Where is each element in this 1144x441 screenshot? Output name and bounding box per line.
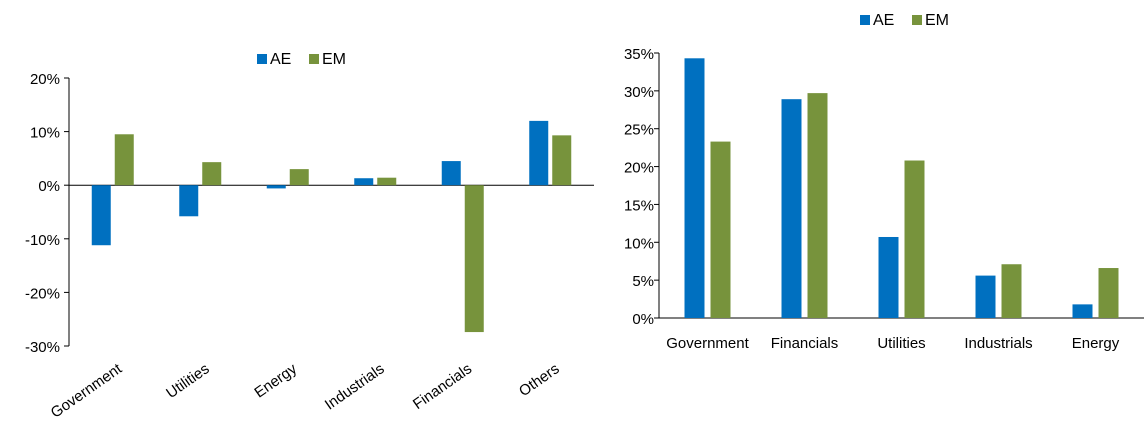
y-tick-label: 10% [624, 235, 654, 252]
bar-ae-energy [1072, 304, 1093, 318]
legend-swatch-em [309, 54, 319, 64]
legend-label-ae: AE [270, 51, 291, 68]
x-category-label: Government [48, 360, 126, 422]
bar-ae-utilities [878, 236, 899, 318]
bar-ae-utilities [179, 185, 199, 217]
bar-em-government [114, 134, 134, 186]
x-category-label: Others [516, 360, 563, 400]
y-tick-label: 25% [624, 122, 654, 139]
legend-swatch-ae [860, 15, 870, 25]
legend-label-ae: AE [873, 12, 894, 29]
x-category-label: Industrials [964, 335, 1032, 352]
x-category-label: Utilities [163, 360, 212, 402]
bar-em-financials [807, 93, 828, 318]
bar-ae-industrials [975, 275, 996, 318]
legend-swatch-em [912, 15, 922, 25]
bar-em-energy [1098, 268, 1119, 318]
bar-em-utilities [202, 162, 222, 186]
y-tick-label: 0% [38, 178, 60, 195]
bar-em-energy [289, 169, 309, 186]
y-tick-label: 20% [624, 160, 654, 177]
x-category-label: Government [666, 335, 749, 352]
legend-label-em: EM [322, 51, 346, 68]
bar-ae-government [684, 58, 705, 319]
bar-em-utilities [904, 160, 925, 318]
y-tick-label: 20% [30, 71, 60, 88]
x-category-label: Energy [251, 360, 300, 401]
bar-ae-others [529, 120, 549, 186]
y-tick-label: 0% [632, 311, 654, 328]
y-tick-label: 15% [624, 197, 654, 214]
x-category-label: Industrials [322, 360, 388, 413]
bar-em-financials [464, 185, 484, 333]
chart-sector-change: 20% 10% 0% -10% -20% -30% Government Utilities E… [25, 51, 594, 422]
y-tick-label: 35% [624, 46, 654, 63]
y-tick-label: -20% [25, 285, 60, 302]
x-category-label: Financials [410, 360, 475, 413]
y-tick-label: -10% [25, 232, 60, 249]
y-tick-label: -30% [25, 339, 60, 356]
x-category-label: Financials [771, 335, 839, 352]
chart-sector-share: 35% 30% 25% 20% 15% 10% 5% 0% Government Financia… [624, 12, 1144, 352]
bar-ae-government [91, 185, 111, 246]
x-category-label: Energy [1072, 335, 1120, 352]
x-category-label: Utilities [877, 335, 925, 352]
bar-em-government [710, 141, 731, 318]
y-tick-label: 30% [624, 84, 654, 101]
legend-label-em: EM [925, 12, 949, 29]
y-tick-label: 10% [30, 125, 60, 142]
bar-ae-financials [441, 161, 461, 186]
bar-ae-energy [266, 185, 286, 189]
bar-ae-industrials [354, 178, 374, 186]
bar-em-industrials [1001, 264, 1022, 318]
bar-em-industrials [377, 177, 397, 186]
legend-swatch-ae [257, 54, 267, 64]
bar-em-others [552, 135, 572, 186]
bar-ae-financials [781, 99, 802, 318]
y-tick-label: 5% [632, 273, 654, 290]
